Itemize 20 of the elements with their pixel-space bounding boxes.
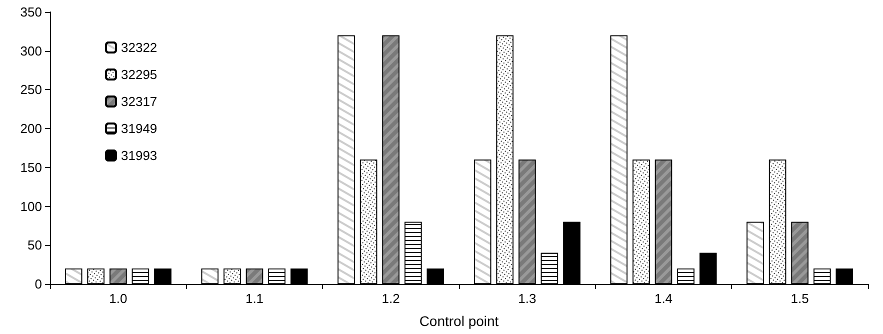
legend-label: 32322 [121,40,158,55]
legend-label: 31949 [121,121,158,136]
x-tick-label: 1.5 [790,291,809,306]
legend-label: 31993 [121,148,158,163]
legend-label: 32295 [121,67,158,82]
y-tick-label: 50 [28,238,42,253]
x-tick-label: 1.0 [109,291,128,306]
y-tick-label: 200 [20,121,42,136]
y-tick-label: 0 [34,276,42,292]
y-tick-label: 300 [20,43,42,58]
y-tick-label: 100 [20,198,42,214]
x-tick-label: 1.2 [382,291,400,306]
legend-label: 32317 [121,94,158,109]
y-tick-label: 350 [20,4,42,20]
x-tick-label: 1.1 [245,291,264,306]
y-tick-label: 150 [20,160,42,175]
x-tick-label: 1.3 [518,291,536,306]
x-axis-title: Control point [419,313,499,329]
x-tick-label: 1.4 [654,291,673,306]
y-tick-label: 250 [20,82,42,98]
